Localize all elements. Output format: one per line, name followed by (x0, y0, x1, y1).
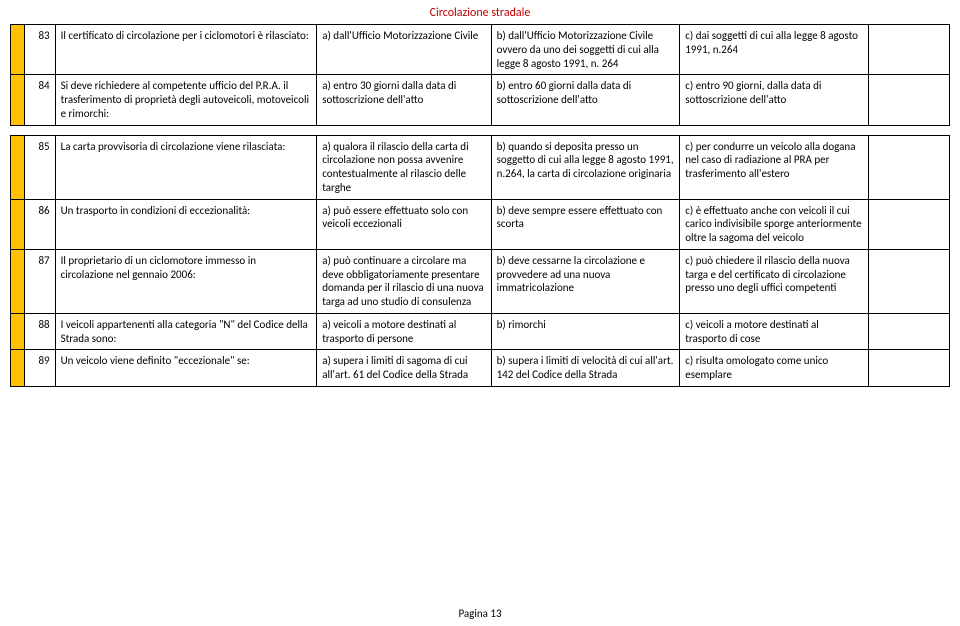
row-number: 85 (25, 135, 55, 199)
option-a: a) veicoli a motore destinati al traspor… (317, 313, 491, 350)
answer-marker-cell (11, 75, 25, 125)
question-text: Un trasporto in condizioni di eccezional… (55, 199, 317, 249)
row-number: 86 (25, 199, 55, 249)
option-a: a) può continuare a circolare ma deve ob… (317, 249, 491, 313)
option-b: b) deve sempre essere effettuato con sco… (491, 199, 680, 249)
option-b: b) entro 60 giorni dalla data di sottosc… (491, 75, 680, 125)
row-number: 87 (25, 249, 55, 313)
option-b: b) supera i limiti di velocità di cui al… (491, 350, 680, 387)
questions-table: 83Il certificato di circolazione per i c… (10, 24, 950, 387)
table-row: 89Un veicolo viene definito "eccezionale… (11, 350, 950, 387)
option-c: c) è effettuato anche con veicoli il cui… (680, 199, 869, 249)
option-c: c) può chiedere il rilascio della nuova … (680, 249, 869, 313)
option-c: c) entro 90 giorni, dalla data di sottos… (680, 75, 869, 125)
question-text: Si deve richiedere al competente ufficio… (55, 75, 317, 125)
answer-marker-cell (11, 135, 25, 199)
option-d (868, 313, 949, 350)
option-d (868, 75, 949, 125)
table-row: 88I veicoli appartenenti alla categoria … (11, 313, 950, 350)
page-title: Circolazione stradale (0, 0, 960, 24)
option-a: a) dall'Ufficio Motorizzazione Civile (317, 25, 491, 75)
question-text: Un veicolo viene definito "eccezionale" … (55, 350, 317, 387)
option-a: a) qualora il rilascio della carta di ci… (317, 135, 491, 199)
table-row: 84Si deve richiedere al competente uffic… (11, 75, 950, 125)
question-text: Il certificato di circolazione per i cic… (55, 25, 317, 75)
answer-marker-cell (11, 313, 25, 350)
option-c: c) risulta omologato come unico esemplar… (680, 350, 869, 387)
option-b: b) quando si deposita presso un soggetto… (491, 135, 680, 199)
option-d (868, 350, 949, 387)
spacer-row (11, 125, 950, 135)
option-a: a) supera i limiti di sagoma di cui all'… (317, 350, 491, 387)
answer-marker-cell (11, 249, 25, 313)
option-c: c) per condurre un veicolo alla dogana n… (680, 135, 869, 199)
option-b: b) rimorchi (491, 313, 680, 350)
option-d (868, 199, 949, 249)
table-row: 85La carta provvisoria di circolazione v… (11, 135, 950, 199)
question-text: I veicoli appartenenti alla categoria "N… (55, 313, 317, 350)
option-c: c) dai soggetti di cui alla legge 8 agos… (680, 25, 869, 75)
option-a: a) entro 30 giorni dalla data di sottosc… (317, 75, 491, 125)
row-number: 84 (25, 75, 55, 125)
option-d (868, 135, 949, 199)
row-number: 83 (25, 25, 55, 75)
answer-marker-cell (11, 350, 25, 387)
question-text: La carta provvisoria di circolazione vie… (55, 135, 317, 199)
option-a: a) può essere effettuato solo con veicol… (317, 199, 491, 249)
table-row: 87Il proprietario di un ciclomotore imme… (11, 249, 950, 313)
option-d (868, 25, 949, 75)
option-b: b) dall'Ufficio Motorizzazione Civile ov… (491, 25, 680, 75)
row-number: 89 (25, 350, 55, 387)
table-row: 83Il certificato di circolazione per i c… (11, 25, 950, 75)
question-text: Il proprietario di un ciclomotore immess… (55, 249, 317, 313)
answer-marker-cell (11, 199, 25, 249)
row-number: 88 (25, 313, 55, 350)
option-d (868, 249, 949, 313)
option-c: c) veicoli a motore destinati al traspor… (680, 313, 869, 350)
page-footer: Pagina 13 (0, 607, 960, 620)
table-row: 86Un trasporto in condizioni di eccezion… (11, 199, 950, 249)
option-b: b) deve cessarne la circolazione e provv… (491, 249, 680, 313)
answer-marker-cell (11, 25, 25, 75)
